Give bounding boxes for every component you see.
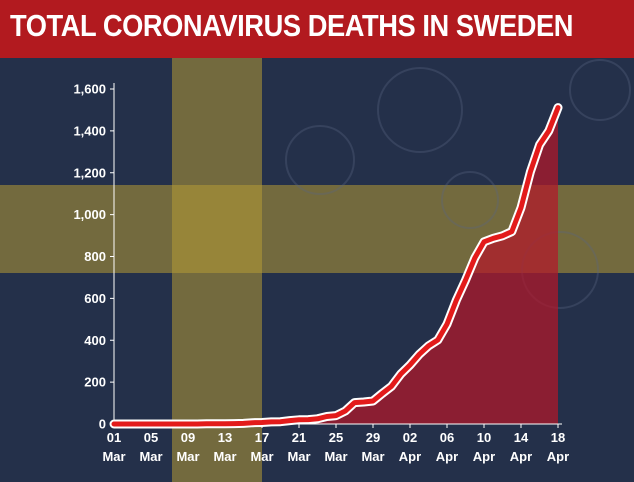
x-tick-label-month: Mar: [250, 449, 273, 464]
y-tick-label: 0: [99, 417, 106, 432]
y-tick-label: 800: [84, 249, 106, 264]
x-tick-label-month: Mar: [287, 449, 310, 464]
x-tick-label-day: 09: [181, 430, 195, 445]
x-tick-label-month: Mar: [324, 449, 347, 464]
x-tick-label-day: 14: [514, 430, 529, 445]
x-tick-label-day: 18: [551, 430, 565, 445]
x-tick-label-month: Apr: [399, 449, 421, 464]
virus-graphic: [569, 59, 631, 121]
x-tick-label-month: Apr: [436, 449, 458, 464]
x-tick-label-day: 25: [329, 430, 343, 445]
x-tick-label-day: 02: [403, 430, 417, 445]
chart-title: TOTAL CORONAVIRUS DEATHS IN SWEDEN: [10, 8, 574, 43]
x-tick-label-day: 13: [218, 430, 232, 445]
x-tick-label-day: 17: [255, 430, 269, 445]
series-area: [114, 107, 558, 424]
series-line: [111, 105, 561, 427]
area-layer: [114, 107, 558, 424]
x-tick-labels: 01 Mar 05 Mar 09 Mar 13 Mar 17 Mar 21 Mar 25 Mar 29 Mar…: [102, 430, 569, 464]
x-tick-label-day: 06: [440, 430, 454, 445]
y-tick-label: 600: [84, 291, 106, 306]
virus-graphic: [441, 171, 499, 229]
virus-graphic: [285, 125, 355, 195]
x-tick-label-month: Mar: [361, 449, 384, 464]
x-tick-label-month: Mar: [213, 449, 236, 464]
y-tick-label: 1,200: [73, 165, 106, 180]
y-tick-labels: 0 200 400 600 800 1,000 1,200 1,400 1,600: [73, 82, 106, 432]
x-tick-label-month: Apr: [473, 449, 495, 464]
y-tick-label: 1,600: [73, 82, 106, 97]
y-tick-label: 1,400: [73, 123, 106, 138]
title-banner: TOTAL CORONAVIRUS DEATHS IN SWEDEN: [0, 0, 634, 58]
x-tick-label-month: Mar: [139, 449, 162, 464]
axes: [110, 83, 562, 428]
y-tick-label: 200: [84, 375, 106, 390]
x-tick-label-day: 10: [477, 430, 491, 445]
x-tick-label-month: Mar: [102, 449, 125, 464]
y-tick-label: 1,000: [73, 207, 106, 222]
x-tick-label-day: 21: [292, 430, 306, 445]
x-tick-label-day: 29: [366, 430, 380, 445]
x-tick-label-month: Apr: [547, 449, 569, 464]
y-tick-label: 400: [84, 333, 106, 348]
x-tick-label-day: 05: [144, 430, 158, 445]
virus-graphic: [377, 67, 463, 153]
x-tick-label-month: Mar: [176, 449, 199, 464]
x-tick-label-month: Apr: [510, 449, 532, 464]
line-layer: [109, 103, 563, 429]
x-tick-label-day: 01: [107, 430, 121, 445]
